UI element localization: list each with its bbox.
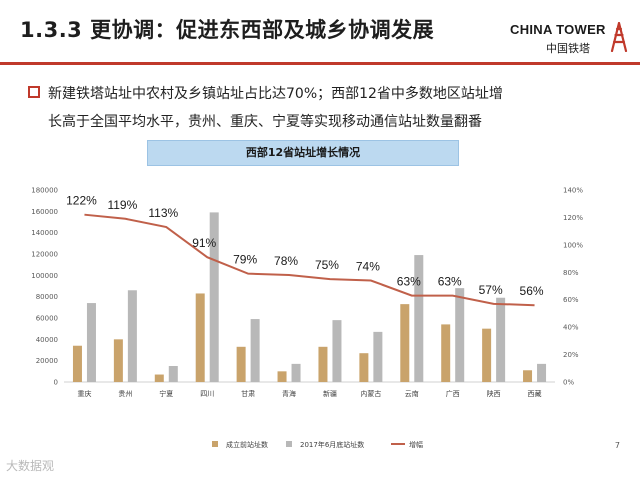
bullet-point: 新建铁塔站址中农村及乡镇站址占比达70%；西部12省中多数地区站址增 长高于全国…	[28, 80, 618, 136]
y-left-tick-label: 80000	[36, 293, 58, 301]
growth-data-label: 79%	[233, 253, 257, 267]
bar-before-3	[195, 293, 205, 382]
watermark: 大数据观	[6, 459, 55, 473]
bar-2017-0	[86, 303, 96, 382]
y-right-tick-label: 20%	[563, 351, 579, 359]
category-label: 宁夏	[159, 389, 173, 398]
growth-line	[84, 213, 535, 307]
legend-swatch-1	[286, 441, 292, 447]
category-label: 贵州	[118, 389, 132, 398]
bar-before-7	[359, 353, 369, 382]
growth-data-label: 56%	[520, 284, 544, 298]
growth-data-label: 91%	[192, 236, 216, 250]
legend-label: 2017年6月底站址数	[300, 440, 364, 449]
bar-2017-9	[455, 288, 465, 382]
y-right-tick-label: 80%	[563, 269, 579, 277]
category-label: 云南	[405, 389, 419, 398]
chart-title: 西部12省站址增长情况	[147, 140, 459, 166]
bar-before-2	[154, 374, 164, 382]
y-right-tick-label: 0%	[563, 379, 574, 387]
bar-before-8	[400, 304, 410, 382]
bar-before-0	[72, 345, 82, 382]
bar-before-9	[441, 324, 451, 382]
y-left-tick-label: 100000	[31, 272, 58, 280]
bar-2017-1	[127, 290, 137, 382]
y-right-tick-label: 60%	[563, 296, 579, 304]
bar-before-1	[113, 339, 123, 382]
china-tower-logo: CHINA TOWER 中国铁塔	[510, 22, 630, 60]
bar-2017-11	[537, 363, 547, 382]
growth-data-label: 75%	[315, 258, 339, 272]
growth-data-label: 63%	[438, 275, 462, 289]
category-label: 西藏	[528, 389, 542, 398]
bar-before-11	[523, 370, 533, 382]
y-left-tick-label: 20000	[36, 357, 58, 365]
y-left-tick-label: 60000	[36, 315, 58, 323]
category-label: 内蒙古	[360, 389, 381, 398]
growth-data-label: 63%	[397, 275, 421, 289]
bar-2017-10	[496, 297, 506, 382]
y-right-tick-label: 140%	[563, 187, 583, 195]
growth-data-label: 113%	[148, 206, 178, 220]
category-label: 重庆	[77, 389, 91, 398]
category-label: 广西	[446, 389, 460, 398]
bar-2017-4	[250, 319, 260, 382]
bar-2017-3	[209, 212, 219, 382]
category-label: 甘肃	[241, 389, 255, 398]
legend-label: 成立前站址数	[226, 440, 268, 449]
bar-before-5	[277, 371, 287, 382]
category-label: 陕西	[487, 389, 501, 398]
bar-2017-6	[332, 320, 342, 382]
bar-2017-8	[414, 255, 424, 382]
header-divider	[0, 62, 640, 65]
growth-data-label: 119%	[107, 198, 137, 212]
y-right-tick-label: 100%	[563, 241, 583, 249]
bar-2017-2	[168, 366, 178, 382]
y-left-tick-label: 140000	[31, 229, 58, 237]
y-left-tick-label: 0	[54, 379, 58, 387]
bar-2017-7	[373, 331, 383, 382]
y-right-tick-label: 120%	[563, 214, 583, 222]
growth-data-label: 78%	[274, 254, 298, 268]
legend-label: 增幅	[409, 440, 423, 449]
bullet-line-1: 新建铁塔站址中农村及乡镇站址占比达70%；西部12省中多数地区站址增	[48, 86, 503, 102]
growth-data-label: 74%	[356, 260, 380, 274]
y-right-tick-label: 40%	[563, 324, 579, 332]
bullet-text: 新建铁塔站址中农村及乡镇站址占比达70%；西部12省中多数地区站址增 长高于全国…	[48, 80, 618, 136]
site-growth-chart: 0 20000 40000 60000 80000 100000 120000 140000 1…	[31, 187, 583, 450]
category-label: 青海	[282, 389, 296, 398]
y-left-tick-label: 180000	[31, 187, 58, 195]
y-left-tick-label: 120000	[31, 251, 58, 259]
y-left-tick-label: 40000	[36, 336, 58, 344]
growth-data-label: 57%	[479, 283, 503, 297]
page-number: 7	[614, 441, 620, 450]
bar-before-4	[236, 346, 246, 382]
category-label: 新疆	[323, 389, 337, 398]
bullet-square-icon	[28, 86, 40, 98]
legend-swatch-0	[212, 441, 218, 447]
y-left-tick-label: 160000	[31, 208, 58, 216]
logo-text-en: CHINA TOWER	[510, 22, 606, 37]
bar-2017-5	[291, 363, 301, 382]
logo-text-cn: 中国铁塔	[546, 42, 590, 55]
category-label: 四川	[200, 390, 214, 398]
growth-data-label: 122%	[66, 194, 97, 208]
bar-before-6	[318, 346, 328, 382]
bar-before-10	[482, 328, 492, 382]
tower-icon	[610, 22, 628, 52]
bullet-line-2: 长高于全国平均水平，贵州、重庆、宁夏等实现移动通信站址数量翻番	[48, 114, 482, 130]
slide-title: 1.3.3 更协调：促进东西部及城乡协调发展	[20, 18, 435, 42]
slide-header: 1.3.3 更协调：促进东西部及城乡协调发展 CHINA TOWER 中国铁塔	[0, 0, 640, 62]
